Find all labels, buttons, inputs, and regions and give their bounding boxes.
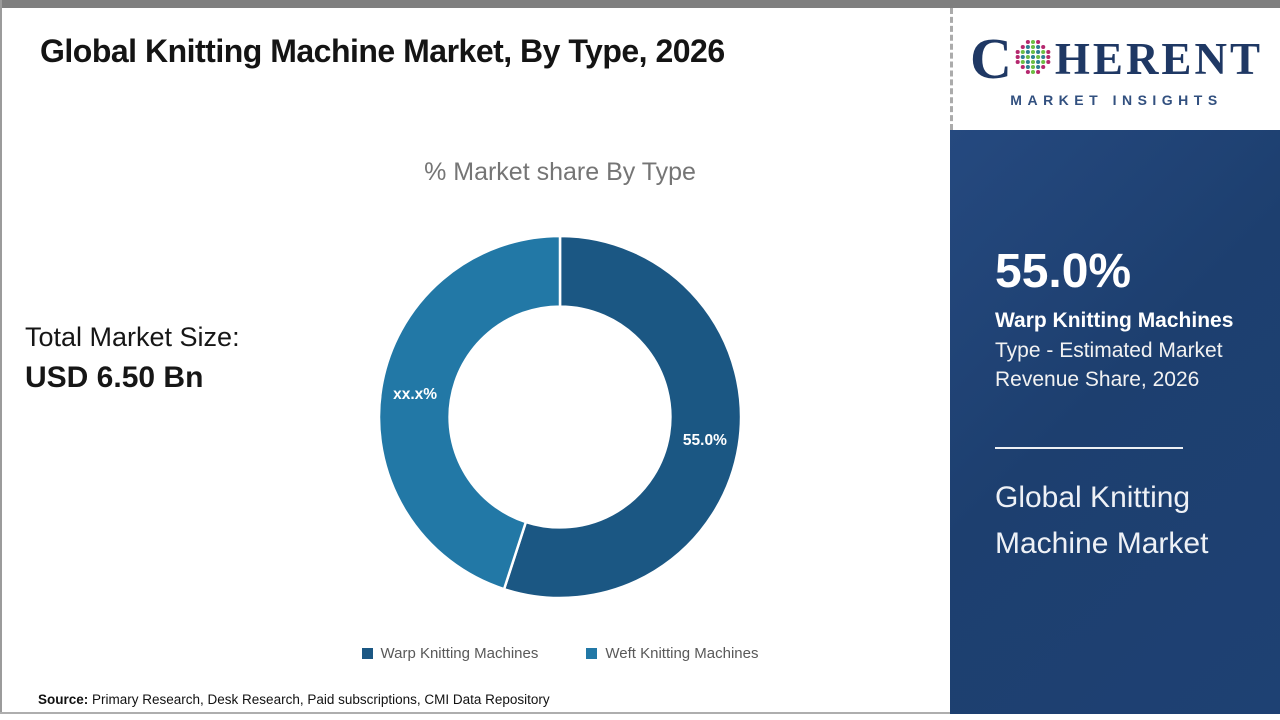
logo-wordmark: C HERENT: [970, 30, 1263, 88]
legend-swatch-warp: [361, 648, 373, 659]
sidebar-stat-segment: Warp Knitting Machines: [995, 309, 1234, 332]
slice-label: xx.x%: [393, 386, 437, 403]
total-market-size: Total Market Size: USD 6.50 Bn: [25, 322, 240, 395]
source-label: Source:: [38, 692, 89, 707]
source-text: Primary Research, Desk Research, Paid su…: [88, 692, 550, 707]
coherent-globe-icon: [1015, 39, 1051, 75]
legend-item-weft: Weft Knitting Machines: [586, 645, 759, 662]
donut-slice-warp-knitting-machines: [502, 234, 743, 600]
sidebar-divider: [995, 447, 1183, 450]
page-title: Global Knitting Machine Market, By Type,…: [40, 33, 725, 69]
sidebar-stat-value: 55.0%: [995, 245, 1132, 298]
source-line: Source: Primary Research, Desk Research,…: [38, 692, 550, 707]
sidebar-stat-caption: Type - Estimated Market Revenue Share, 2…: [995, 339, 1223, 392]
left-frame-edge: [0, 0, 2, 714]
logo-letter-c: C: [970, 26, 1012, 91]
legend-item-warp: Warp Knitting Machines: [361, 645, 539, 662]
chart-legend: Warp Knitting Machines Weft Knitting Mac…: [170, 645, 950, 662]
slice-label: 55.0%: [683, 432, 727, 449]
chart-title: % Market share By Type: [424, 158, 696, 186]
total-market-size-value: USD 6.50 Bn: [25, 361, 204, 394]
donut-slice-weft-knitting-machines: [377, 234, 562, 591]
bottom-frame-edge: [0, 712, 1280, 714]
right-sidebar: 55.0% Warp Knitting Machines Type - Esti…: [950, 130, 1280, 714]
coherent-logo: C HERENT MARKET INSIGHTS: [950, 8, 1280, 130]
legend-label-weft: Weft Knitting Machines: [605, 645, 759, 662]
sidebar-market-name: Global Knitting Machine Market: [995, 481, 1209, 561]
logo-letters-herent: HERENT: [1054, 33, 1263, 84]
legend-label-warp: Warp Knitting Machines: [380, 645, 539, 662]
top-frame-bar: [0, 0, 1280, 8]
total-market-size-label: Total Market Size:: [25, 322, 240, 352]
legend-swatch-weft: [586, 648, 598, 659]
donut-chart: 55.0% xx.x%: [377, 234, 743, 600]
logo-subtitle: MARKET INSIGHTS: [1010, 92, 1223, 108]
